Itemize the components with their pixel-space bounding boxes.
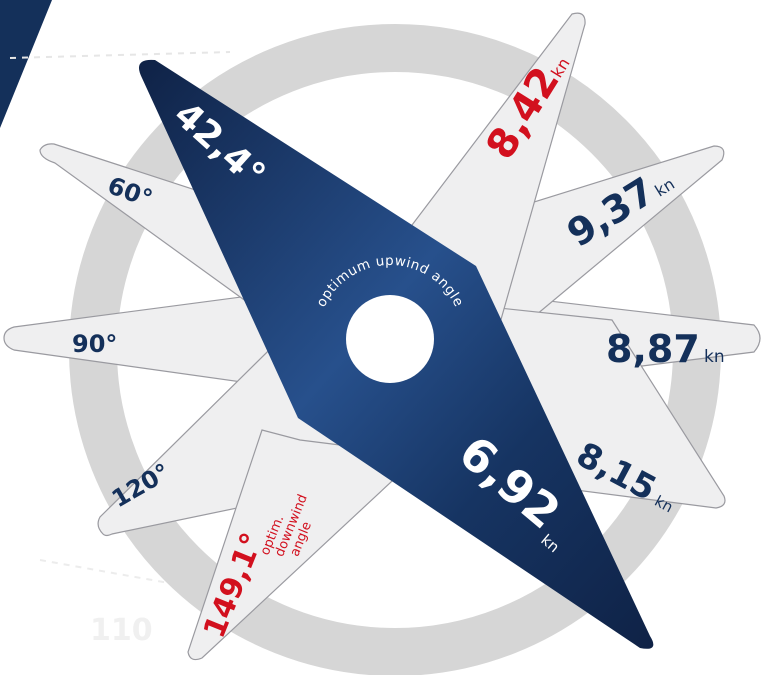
background-number: 110: [90, 613, 153, 648]
speed-unit: kn: [704, 347, 725, 367]
center-hub: [346, 295, 434, 383]
speed-value-90: 8,87: [606, 327, 700, 371]
corner-navy-shape: [0, 0, 52, 128]
speed-label-90: 8,87 kn: [606, 327, 725, 371]
background-line: [9, 51, 231, 59]
angle-label-90: 90°: [72, 330, 117, 358]
petal-downwind: [187, 429, 422, 661]
